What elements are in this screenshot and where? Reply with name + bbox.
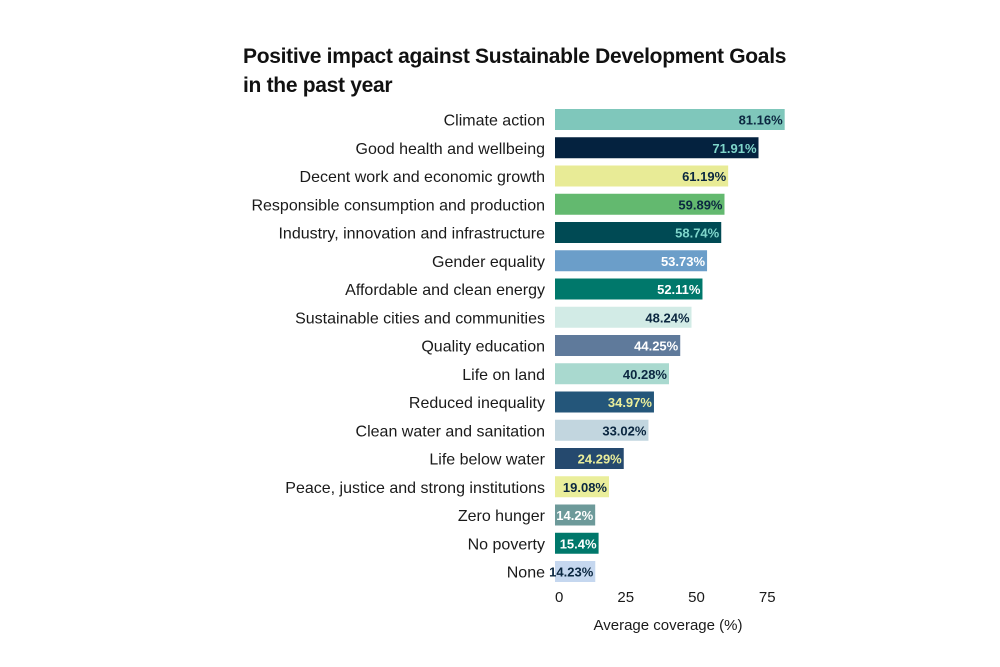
bar [555, 532, 599, 554]
value-label: 61.19% [682, 169, 727, 184]
chart-title: Positive impact against Sustainable Deve… [243, 42, 843, 100]
value-label: 48.24% [645, 310, 690, 325]
category-label: Reduced inequality [409, 395, 545, 412]
bar [555, 419, 649, 441]
x-tick-label: 0 [555, 589, 563, 606]
x-tick-label: 25 [617, 589, 634, 606]
bar [555, 335, 681, 356]
bar [555, 306, 692, 328]
bar [555, 137, 759, 159]
bar [555, 504, 596, 526]
value-label: 14.23% [549, 565, 594, 580]
bar [555, 391, 654, 413]
bar [555, 561, 596, 582]
value-label: 34.97% [608, 395, 653, 410]
value-label: 14.2% [556, 508, 593, 523]
value-label: 19.08% [563, 480, 608, 495]
bar [555, 476, 609, 498]
value-label: 58.74% [675, 226, 720, 241]
value-label: 15.4% [560, 536, 597, 551]
bar [555, 448, 624, 469]
value-label: 71.91% [712, 141, 757, 156]
value-label: 52.11% [657, 282, 701, 297]
category-label: Sustainable cities and communities [295, 310, 545, 327]
category-label: Zero hunger [458, 508, 546, 525]
value-label: 44.25% [634, 339, 679, 354]
bar [555, 278, 703, 300]
value-label: 33.02% [602, 423, 647, 438]
category-label: Decent work and economic growth [300, 169, 545, 186]
category-label: Peace, justice and strong institutions [285, 480, 545, 497]
category-label: Responsible consumption and production [251, 197, 545, 214]
category-label: None [507, 565, 545, 582]
category-label: Life on land [462, 367, 545, 384]
x-tick-label: 50 [688, 589, 705, 606]
value-label: 81.16% [739, 113, 784, 128]
value-label: 53.73% [661, 254, 706, 269]
bar [555, 109, 785, 130]
category-label: Gender equality [432, 254, 545, 271]
category-label: Life below water [429, 452, 545, 469]
value-label: 24.29% [578, 452, 623, 467]
value-label: 40.28% [623, 367, 668, 382]
category-label: Quality education [421, 339, 545, 356]
x-axis-title: Average coverage (%) [594, 617, 743, 634]
value-label: 59.89% [678, 197, 723, 212]
category-label: Good health and wellbeing [356, 141, 545, 158]
category-label: No poverty [468, 536, 545, 553]
bar [555, 250, 708, 272]
bar [555, 193, 725, 215]
category-label: Affordable and clean energy [345, 282, 545, 299]
category-label: Climate action [444, 113, 545, 130]
chart-title-line-1: Positive impact against Sustainable Deve… [243, 45, 787, 68]
bar [555, 363, 669, 385]
chart-title-line-2: in the past year [243, 74, 393, 97]
category-label: Industry, innovation and infrastructure [278, 226, 545, 243]
x-tick-label: 75 [759, 589, 776, 606]
bar [555, 165, 729, 187]
category-label: Clean water and sanitation [356, 423, 545, 440]
bar [555, 222, 722, 243]
